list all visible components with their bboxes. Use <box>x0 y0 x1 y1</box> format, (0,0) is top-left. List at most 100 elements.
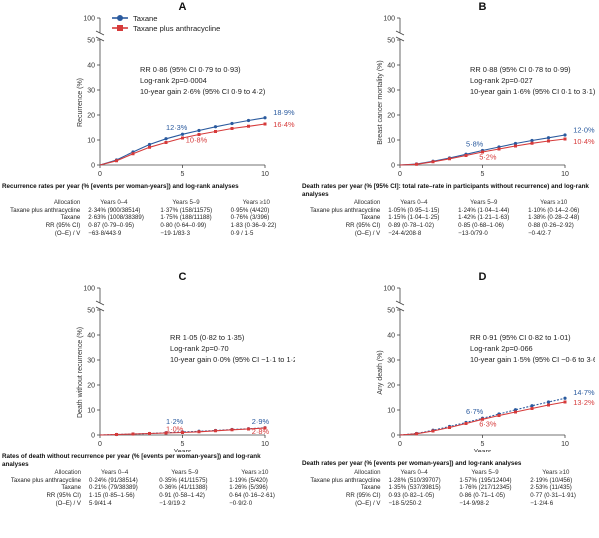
table-row-label: Taxane <box>360 214 381 222</box>
y-tick-label: 50 <box>387 308 395 315</box>
value-annotation: 10·4% <box>573 137 595 146</box>
table-row-label: (O–E) / V <box>354 229 381 237</box>
data-point-taxane-anthracycline <box>481 417 484 421</box>
legend-entry: Taxane <box>112 14 158 23</box>
data-point-taxane-anthracycline <box>547 403 550 407</box>
panel-letter: B <box>479 1 487 13</box>
table-cell: 1·35% (537/39815) <box>388 484 441 492</box>
y-axis-label: Death without recurrence (%) <box>77 327 84 418</box>
data-point-taxane <box>197 128 201 133</box>
table-a: Allocation Years 0–4 Years 5–9 Years ≥10 Tax… <box>0 199 295 238</box>
table-cell: 2·53% (11/435) <box>530 484 572 492</box>
x-tick-label: 5 <box>181 171 185 178</box>
table-row: RR (95% CI) 1·15 (0·85–1·56) 0·91 (0·58–1·… <box>0 492 295 500</box>
table-cell: 0·9 / 1·5 <box>230 229 254 237</box>
table-row: (O–E) / V 5·9/41·4 −1·9/19·2 −0·9/2·0 <box>0 500 295 508</box>
table-cell: 1·83 (0·36–9·22) <box>230 222 277 230</box>
y-tick-label: 0 <box>391 433 395 440</box>
table-cell: 1·28% (510/39707) <box>388 476 441 484</box>
table-row-label: Taxane <box>60 214 81 222</box>
data-point-taxane-anthracycline <box>547 139 550 143</box>
table-header-cell: Years 5–9 <box>172 199 200 206</box>
chart-a: A 0 10 20 30 40 50 100 0 5 10 Recurrence (%) RR 0·86… <box>77 1 295 178</box>
stat-line: 10-year gain 2·6% (95% CI 0·9 to 4·2) <box>140 87 265 96</box>
stat-line: Log-rank 2p=0·0004 <box>140 76 207 85</box>
table-row: Taxane plus anthracycline 1·05% (0·95–1·1… <box>300 207 595 215</box>
table-header-row: Allocation Years 0–4 Years 5–9 Years ≥10 <box>300 469 595 477</box>
table-header-cell: Years ≥10 <box>242 199 270 206</box>
table-cell: −1·2/4·6 <box>530 499 554 507</box>
table-row: (O–E) / V −24·4/208·8 −13·0/79·0 −0·4/2·7 <box>300 230 595 238</box>
table-row: Taxane plus anthracycline 0·24% (91/38514… <box>0 477 295 485</box>
panel-letter: C <box>179 271 187 283</box>
data-point-taxane-anthracycline <box>115 159 118 163</box>
data-point-taxane-anthracycline <box>181 136 184 140</box>
data-point-taxane <box>213 125 218 129</box>
data-point-taxane-anthracycline <box>148 145 151 149</box>
data-point-taxane-anthracycline <box>464 422 468 425</box>
data-point-taxane-anthracycline <box>197 133 201 136</box>
data-point-taxane <box>563 133 567 137</box>
table-cell: 1·76% (217/12345) <box>459 484 512 492</box>
y-tick-label: 40 <box>87 63 95 70</box>
data-point-taxane-anthracycline <box>481 150 484 154</box>
data-point-taxane-anthracycline <box>131 152 135 156</box>
data-point-taxane <box>246 118 251 123</box>
table-cell: 1·15 (0·85–1·56) <box>88 492 135 500</box>
panel-letter: A <box>179 1 187 13</box>
value-annotation: 5·8% <box>466 139 484 148</box>
table-c-title: Rates of death without recurrence per ye… <box>2 453 261 468</box>
table-cell: 0·87 (0·79–0·95) <box>88 222 135 230</box>
table-row: RR (95% CI) 0·87 (0·79–0·95) 0·80 (0·64–0·… <box>0 222 295 230</box>
data-point-taxane <box>180 132 185 136</box>
y-tick-label: 100 <box>383 16 395 23</box>
legend-label: Taxane <box>133 14 158 23</box>
data-point-taxane-anthracycline <box>247 427 250 431</box>
y-tick-label: 20 <box>387 383 395 390</box>
table-row-label: RR (95% CI) <box>45 222 81 230</box>
x-tick-label: 0 <box>398 441 402 448</box>
table-a-title: Recurrence rates per year (% [events per… <box>2 183 239 190</box>
x-axis-label: Years <box>474 449 492 452</box>
y-tick-label: 30 <box>87 358 95 365</box>
table-header-cell: Allocation <box>353 199 381 206</box>
table-d-title: Death rates per year (% [events per woma… <box>302 460 522 467</box>
table-row-label: RR (95% CI) <box>46 492 81 500</box>
table-header-cell: Years 0–4 <box>100 199 128 206</box>
y-tick-label: 10 <box>387 408 395 415</box>
panel-d: D 0 10 20 30 40 50 100 0 5 10 Any death (%) Years RR … <box>300 270 599 535</box>
table-cell: 0·76% (3/396) <box>230 214 270 222</box>
y-tick-label: 30 <box>387 358 395 365</box>
table-cell: 0·91 (0·58–1·42) <box>159 492 205 500</box>
value-annotation: 13·2% <box>573 398 595 407</box>
table-cell: −14·9/98·2 <box>459 499 490 507</box>
y-axis-label: Breast cancer mortality (%) <box>377 60 384 144</box>
table-row: Taxane plus anthracycline 2·34% (900/3851… <box>0 207 295 215</box>
data-point-taxane-anthracycline <box>563 400 567 404</box>
table-cell: 0·80 (0·64–0·99) <box>160 222 207 230</box>
data-point-taxane <box>230 121 234 126</box>
table-cell: 1·38% (0·28–2·48) <box>528 214 580 222</box>
data-point-taxane <box>513 141 518 146</box>
data-point-taxane <box>546 136 551 140</box>
legend-entry: Taxane plus anthracycline <box>112 24 220 33</box>
data-point-taxane-anthracycline <box>263 122 267 126</box>
table-row-label: Taxane plus anthracycline <box>10 206 81 214</box>
y-tick-label: 10 <box>87 408 95 415</box>
table-row: Taxane 1·35% (537/39815) 1·76% (217/12345)… <box>300 484 595 492</box>
y-tick-label: 40 <box>387 333 395 340</box>
axis-break-mark <box>95 36 105 42</box>
table-cell: −18·5/250·2 <box>388 499 422 507</box>
table-row-label: Taxane plus anthracycline <box>10 476 81 484</box>
table-cell: 0·36% (41/11388) <box>159 484 208 492</box>
x-tick-label: 10 <box>561 171 569 178</box>
stat-line: Log-rank 2p=0·70 <box>170 344 229 353</box>
data-point-taxane-anthracycline <box>115 433 118 436</box>
y-tick-label: 100 <box>383 286 395 293</box>
data-point-taxane-anthracycline <box>448 157 451 161</box>
data-point-taxane-anthracycline <box>197 430 201 434</box>
axis-break-mark <box>95 306 105 312</box>
table-cell: 0·86 (0·71–1·05) <box>459 492 506 500</box>
table-cell: 5·9/41·4 <box>88 499 112 507</box>
y-tick-label: 50 <box>87 308 95 315</box>
